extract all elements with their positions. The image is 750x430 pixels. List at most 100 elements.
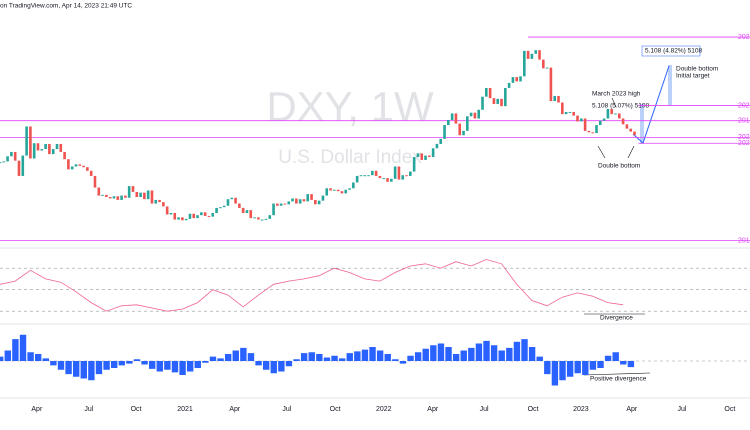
candle xyxy=(595,125,598,134)
candle xyxy=(587,130,591,133)
x-tick-label: Oct xyxy=(330,406,341,413)
target-arrow xyxy=(642,65,670,144)
candle xyxy=(443,125,446,139)
histogram-bar xyxy=(118,361,125,366)
candle xyxy=(561,102,564,115)
histogram-bar xyxy=(80,361,87,379)
candle xyxy=(538,50,541,60)
candle xyxy=(591,132,595,134)
candle xyxy=(515,77,519,82)
candle xyxy=(116,196,120,200)
histogram-bar xyxy=(255,361,262,366)
histogram-bar xyxy=(300,353,308,361)
measure-label: 5.108 (4.82%) 5108 xyxy=(645,48,702,55)
candle xyxy=(101,194,104,196)
candle xyxy=(184,218,188,221)
annotation: Positive divergence xyxy=(590,376,647,383)
candle xyxy=(146,190,150,200)
candle xyxy=(492,98,496,104)
candle xyxy=(599,120,602,126)
histogram-bar xyxy=(88,361,95,381)
histogram-bar xyxy=(285,361,293,367)
candle xyxy=(238,203,241,208)
candle xyxy=(165,206,169,215)
histogram-bar xyxy=(551,361,559,386)
candle xyxy=(504,87,507,107)
x-tick-label: Oct xyxy=(131,406,142,413)
candle xyxy=(0,162,2,164)
histogram-bar xyxy=(72,361,80,377)
candle xyxy=(348,188,351,190)
candle xyxy=(82,165,85,168)
histogram-bar xyxy=(354,351,361,361)
candle xyxy=(511,77,515,83)
histogram-bar xyxy=(194,361,201,368)
annotation: Initial target xyxy=(676,73,710,80)
candle xyxy=(530,53,534,59)
x-tick-label: Apr xyxy=(626,406,638,413)
histogram-bar xyxy=(544,361,551,375)
candle xyxy=(150,190,154,204)
candle xyxy=(367,175,370,177)
candle xyxy=(340,191,344,194)
candle xyxy=(314,199,317,205)
histogram-bar xyxy=(513,341,521,361)
candle xyxy=(63,151,66,160)
candle xyxy=(249,210,253,219)
candle xyxy=(390,178,393,182)
histogram-bar xyxy=(369,347,376,361)
candle xyxy=(401,175,405,180)
candle xyxy=(374,170,378,176)
candle xyxy=(424,155,427,160)
histogram-bar xyxy=(627,361,635,368)
candle xyxy=(321,195,325,201)
histogram-bar xyxy=(589,361,597,370)
candle xyxy=(386,178,389,182)
annotation: Double bottom xyxy=(598,163,640,170)
histogram-bar xyxy=(270,361,277,374)
candle xyxy=(507,82,511,88)
candle xyxy=(458,123,462,136)
candle xyxy=(29,126,32,159)
histogram-bar xyxy=(407,355,414,361)
candle xyxy=(2,161,6,163)
candle xyxy=(606,109,610,119)
histogram-bar xyxy=(506,347,513,361)
annotation: Double bottom xyxy=(676,66,718,73)
x-tick-label: Oct xyxy=(724,406,735,413)
histogram-bar xyxy=(247,353,255,361)
x-tick-label: Jul xyxy=(480,406,489,413)
candle xyxy=(283,203,287,205)
candle xyxy=(629,128,632,132)
candle xyxy=(317,200,321,205)
histogram-bar xyxy=(186,361,194,372)
histogram-bar xyxy=(399,361,407,364)
candle xyxy=(253,217,256,219)
histogram-bar xyxy=(422,348,429,361)
candle xyxy=(302,199,306,202)
measure-box xyxy=(640,104,644,144)
histogram-bar xyxy=(141,361,148,365)
histogram-bar xyxy=(19,334,27,361)
candle xyxy=(500,98,503,107)
candle xyxy=(523,50,526,77)
x-tick-label: Apr xyxy=(427,406,439,413)
level-label: 2017 xyxy=(738,118,750,125)
histogram-bar xyxy=(202,361,209,363)
histogram-bar xyxy=(171,361,179,373)
x-tick-label: Jul xyxy=(282,406,291,413)
candle xyxy=(124,195,127,198)
candle xyxy=(545,67,549,69)
histogram-bar xyxy=(179,361,186,375)
candle xyxy=(333,189,336,191)
histogram-bar xyxy=(392,359,399,361)
candle xyxy=(67,159,70,170)
candle xyxy=(112,196,116,199)
candle xyxy=(97,187,101,196)
candle xyxy=(454,113,458,124)
candle xyxy=(181,217,184,221)
candle xyxy=(568,111,572,113)
candle xyxy=(59,143,63,152)
histogram-bar xyxy=(445,347,452,361)
candle xyxy=(127,186,131,198)
